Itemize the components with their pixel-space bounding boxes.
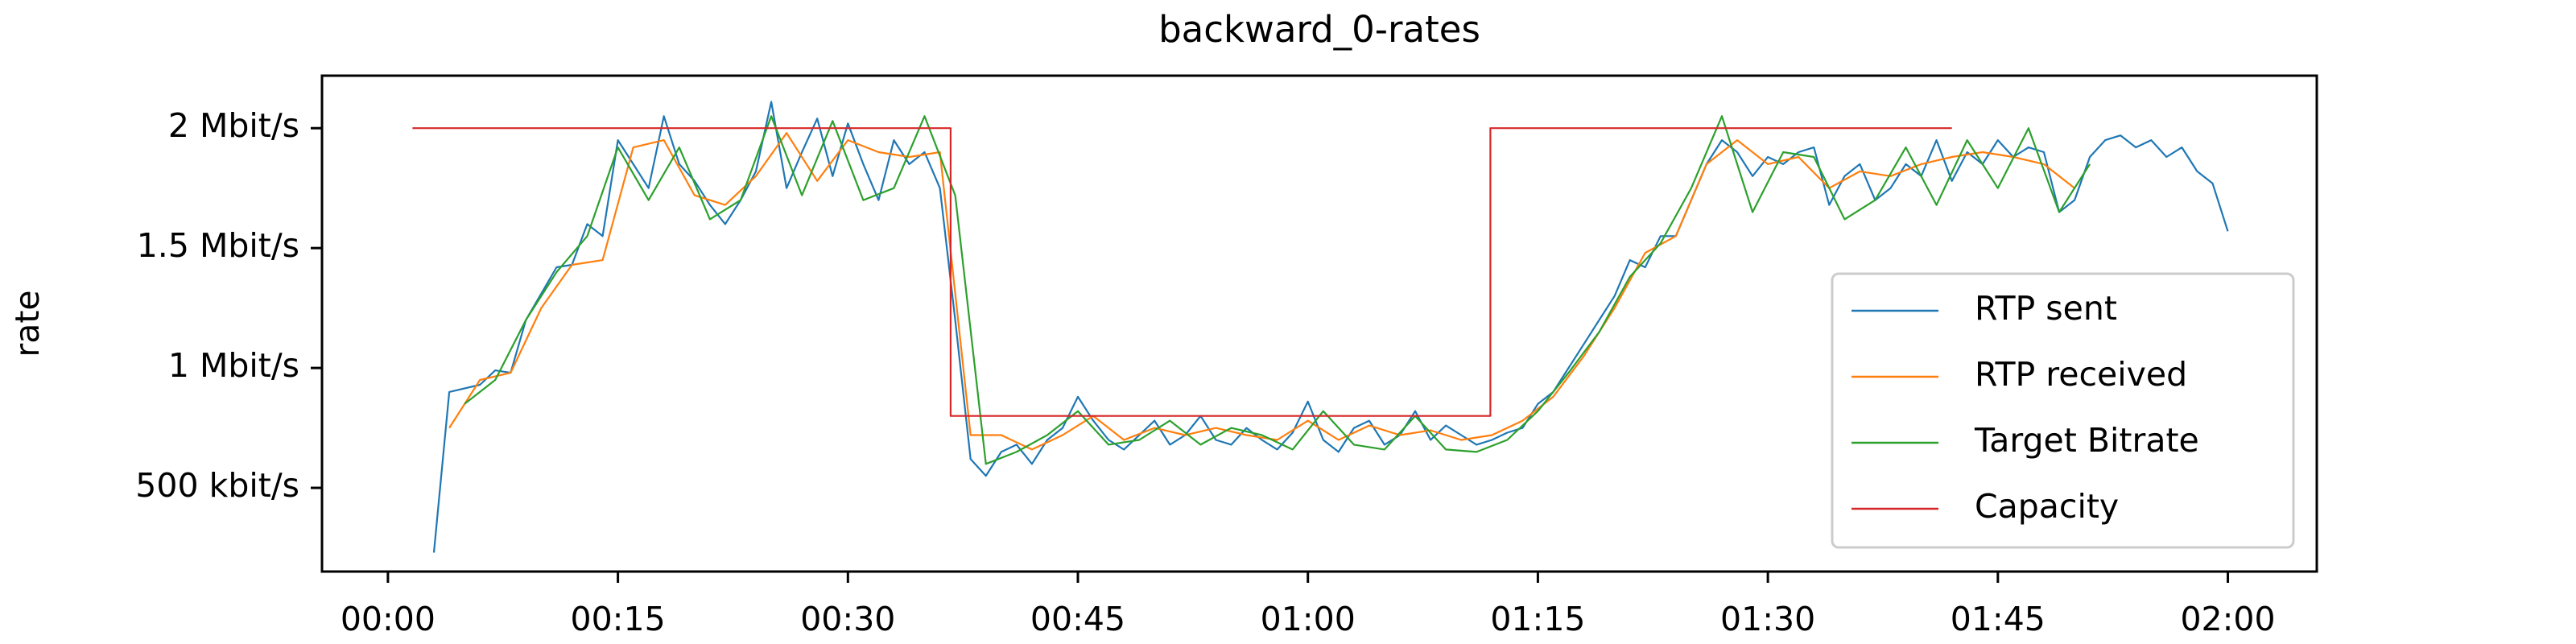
legend-label: Capacity: [1975, 487, 2119, 526]
x-tick-label: 01:45: [1951, 600, 2046, 638]
x-tick-label: 00:15: [571, 600, 666, 638]
y-tick-label: 1.5 Mbit/s: [137, 226, 299, 265]
x-tick-label: 01:15: [1490, 600, 1585, 638]
legend-label: Target Bitrate: [1974, 421, 2199, 460]
x-tick-label: 02:00: [2180, 600, 2275, 638]
legend-label: RTP sent: [1975, 289, 2117, 328]
series-line: [464, 115, 2091, 465]
x-tick-label: 01:00: [1261, 600, 1356, 638]
legend-label: RTP received: [1975, 355, 2187, 394]
plot-frame: [320, 74, 2318, 573]
series-line: [432, 101, 2229, 553]
legend-box: [1831, 272, 2295, 549]
chart-title: backward_0-rates: [1158, 8, 1480, 51]
series-line: [448, 132, 2075, 451]
y-tick-label: 2 Mbit/s: [168, 106, 299, 145]
x-tick-label: 00:45: [1030, 600, 1125, 638]
series-line: [412, 127, 1952, 417]
y-tick-label: 500 kbit/s: [135, 466, 299, 505]
y-tick-label: 1 Mbit/s: [168, 346, 299, 385]
x-tick-label: 00:00: [341, 600, 436, 638]
x-tick-label: 01:30: [1720, 600, 1815, 638]
y-axis-label: rate: [8, 290, 47, 357]
x-tick-label: 00:30: [800, 600, 895, 638]
